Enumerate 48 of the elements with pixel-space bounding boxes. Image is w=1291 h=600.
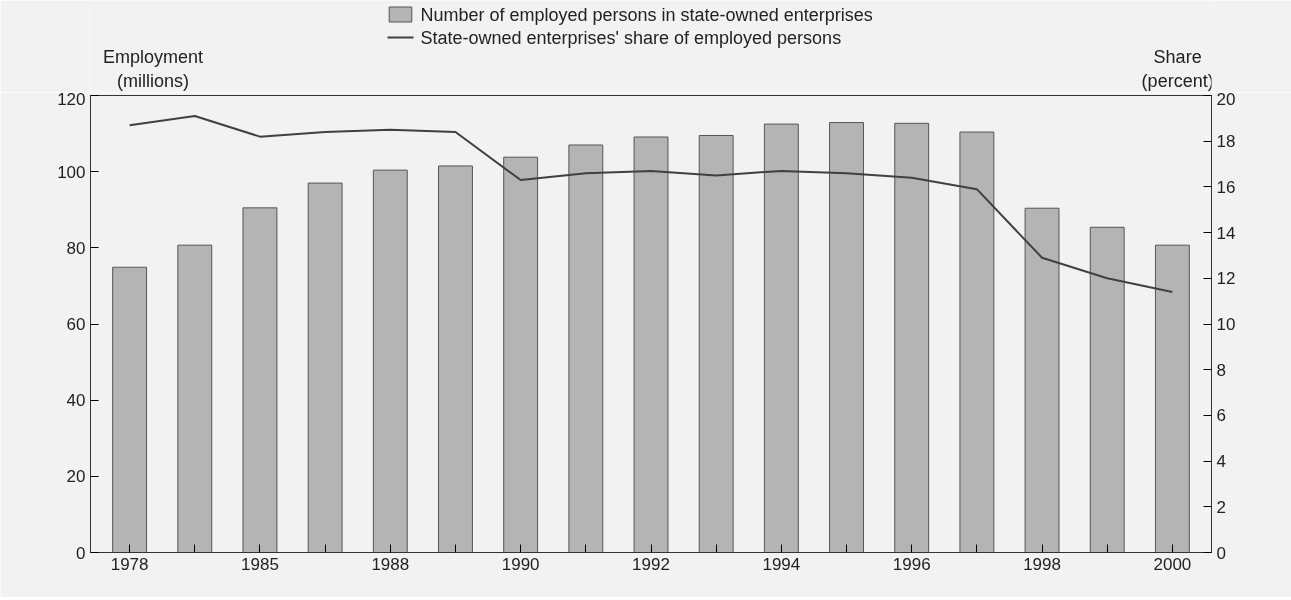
x-tick-label: 1978 — [110, 554, 149, 574]
bar — [307, 182, 343, 553]
x-tick-label: 1988 — [371, 554, 410, 574]
y2-tick-label: 20 — [1216, 89, 1236, 109]
bar — [959, 131, 995, 553]
legend-label: State-owned enterprises' share of employed persons — [420, 27, 842, 48]
y2-tick-label: 18 — [1216, 132, 1236, 152]
y2-tick-label: 6 — [1216, 406, 1226, 426]
y2-tick-label: 2 — [1216, 497, 1226, 517]
x-tick-label: 1985 — [241, 554, 279, 574]
bar — [1154, 244, 1190, 553]
y-axis-title: Employment (millions) — [103, 46, 204, 91]
x-tick-label: 2000 — [1153, 554, 1192, 574]
x-tick-label: 1998 — [1023, 554, 1061, 574]
bar — [763, 123, 799, 553]
y2-tick-label: 14 — [1216, 223, 1236, 243]
bar — [177, 244, 213, 553]
y2-tick-label: 12 — [1216, 269, 1236, 289]
y2-tick-label: 10 — [1216, 315, 1236, 334]
y2-tick-label: 8 — [1216, 360, 1226, 380]
bar — [1089, 226, 1125, 553]
bar — [503, 156, 539, 553]
bar — [1024, 207, 1060, 553]
y-tick-label: 40 — [66, 391, 86, 411]
y2-tick-label: 16 — [1216, 177, 1236, 197]
bar — [633, 136, 669, 553]
y-tick-label: 120 — [57, 89, 86, 109]
bar — [242, 207, 278, 553]
y2-tick-label: 4 — [1216, 452, 1226, 472]
y-tick-label: 80 — [66, 238, 86, 258]
x-tick-label: 1990 — [501, 554, 540, 574]
bar — [698, 134, 734, 553]
y-tick-label: 20 — [66, 467, 86, 487]
bar — [894, 122, 930, 553]
y2-tick-label: 0 — [1216, 543, 1226, 563]
line-series — [128, 115, 1174, 294]
y-tick-label: 60 — [66, 315, 86, 334]
x-tick-label: 1996 — [892, 554, 931, 574]
y-tick-label: 0 — [76, 543, 86, 563]
legend-label: Number of employed persons in state-owned enterprises — [420, 4, 873, 25]
bar — [438, 165, 473, 553]
bar — [372, 169, 408, 553]
x-tick-label: 1992 — [632, 554, 670, 574]
bar — [829, 122, 864, 553]
x-tick-label: 1994 — [762, 554, 801, 574]
bar — [568, 144, 604, 553]
bar — [112, 266, 148, 553]
y-tick-label: 100 — [57, 162, 86, 182]
